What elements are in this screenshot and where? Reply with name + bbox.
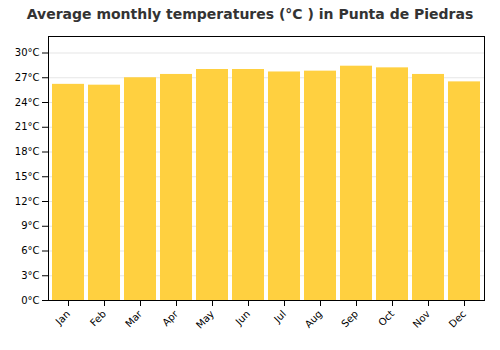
svg-text:12°C: 12°C xyxy=(15,196,40,207)
svg-text:9°C: 9°C xyxy=(21,220,39,231)
svg-text:30°C: 30°C xyxy=(15,47,40,58)
svg-text:Jun: Jun xyxy=(233,308,253,328)
html-text:Average monthly temperatures (: Average monthly temperatures (°C ) in Pu… xyxy=(26,6,474,22)
svg-text:3°C: 3°C xyxy=(21,270,39,281)
svg-text:21°C: 21°C xyxy=(15,121,40,132)
svg-text:Nov: Nov xyxy=(411,308,433,330)
svg-text:Apr: Apr xyxy=(160,308,181,329)
svg-text:Mar: Mar xyxy=(123,308,145,330)
svg-text:6°C: 6°C xyxy=(21,245,39,256)
svg-text:Aug: Aug xyxy=(303,308,325,330)
svg-text:Oct: Oct xyxy=(376,308,396,328)
svg-text:18°C: 18°C xyxy=(15,146,40,157)
svg-text:Jul: Jul xyxy=(271,308,288,325)
svg-text:27°C: 27°C xyxy=(15,72,40,83)
svg-text:Dec: Dec xyxy=(447,308,468,329)
svg-text:Jan: Jan xyxy=(53,308,72,327)
svg-text:Feb: Feb xyxy=(88,308,108,328)
svg-text:15°C: 15°C xyxy=(15,171,40,182)
svg-text:Sep: Sep xyxy=(339,308,360,329)
svg-text:24°C: 24°C xyxy=(15,97,40,108)
svg-text:0°C: 0°C xyxy=(21,295,39,306)
svg-text:May: May xyxy=(194,308,216,330)
